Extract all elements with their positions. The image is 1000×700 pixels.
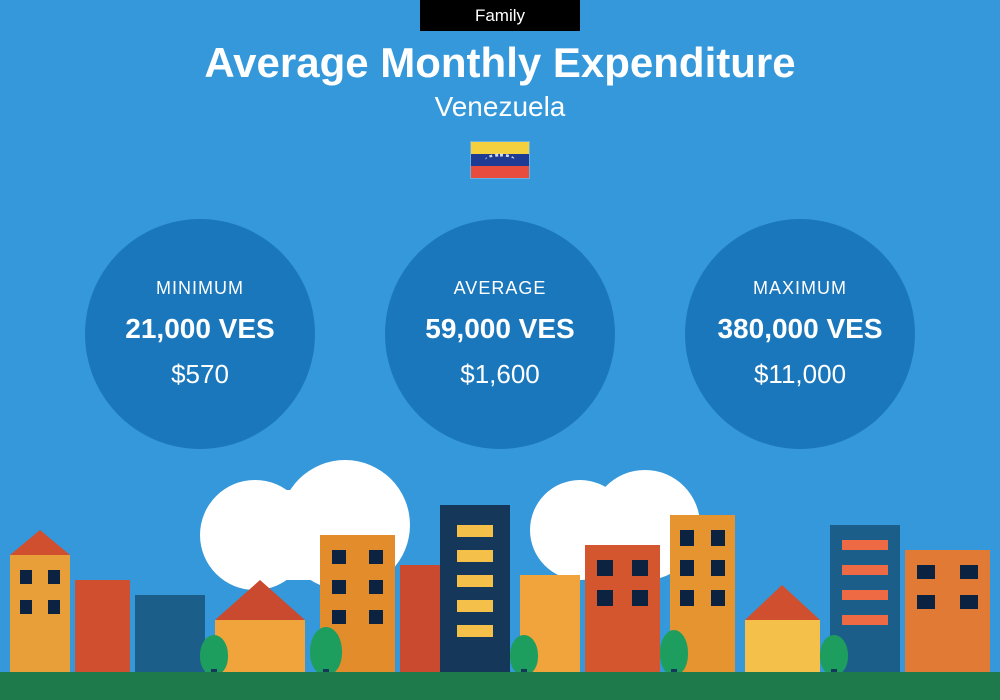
ground xyxy=(0,672,1000,700)
building-icon xyxy=(135,595,205,675)
stat-value-local: 59,000 VES xyxy=(425,313,574,345)
building-icon xyxy=(585,545,660,675)
house-icon xyxy=(745,620,820,675)
tree-icon xyxy=(510,635,538,675)
stat-value-local: 380,000 VES xyxy=(717,313,882,345)
building-icon xyxy=(10,555,70,675)
building-icon xyxy=(905,550,990,675)
tree-icon xyxy=(310,627,342,675)
stat-label: MINIMUM xyxy=(156,278,244,299)
roof-icon xyxy=(215,580,305,620)
stat-average: AVERAGE 59,000 VES $1,600 xyxy=(385,219,615,449)
tree-icon xyxy=(820,635,848,675)
category-tab[interactable]: Family xyxy=(420,0,580,31)
cityscape-illustration xyxy=(0,470,1000,700)
stat-minimum: MINIMUM 21,000 VES $570 xyxy=(85,219,315,449)
house-icon xyxy=(215,620,305,675)
country-name: Venezuela xyxy=(0,91,1000,123)
flag-icon xyxy=(470,141,530,179)
stat-value-usd: $570 xyxy=(171,359,229,390)
tab-label: Family xyxy=(475,6,525,26)
stat-value-usd: $11,000 xyxy=(754,359,846,390)
tower-icon xyxy=(440,505,510,675)
stats-row: MINIMUM 21,000 VES $570 AVERAGE 59,000 V… xyxy=(0,219,1000,449)
stat-label: MAXIMUM xyxy=(753,278,847,299)
stat-value-usd: $1,600 xyxy=(460,359,540,390)
tree-icon xyxy=(660,630,688,675)
building-icon xyxy=(75,580,130,675)
roof-icon xyxy=(745,585,820,620)
stat-label: AVERAGE xyxy=(454,278,547,299)
page-title: Average Monthly Expenditure xyxy=(0,39,1000,87)
roof-icon xyxy=(10,530,70,555)
tree-icon xyxy=(200,635,228,675)
stat-value-local: 21,000 VES xyxy=(125,313,274,345)
stat-maximum: MAXIMUM 380,000 VES $11,000 xyxy=(685,219,915,449)
